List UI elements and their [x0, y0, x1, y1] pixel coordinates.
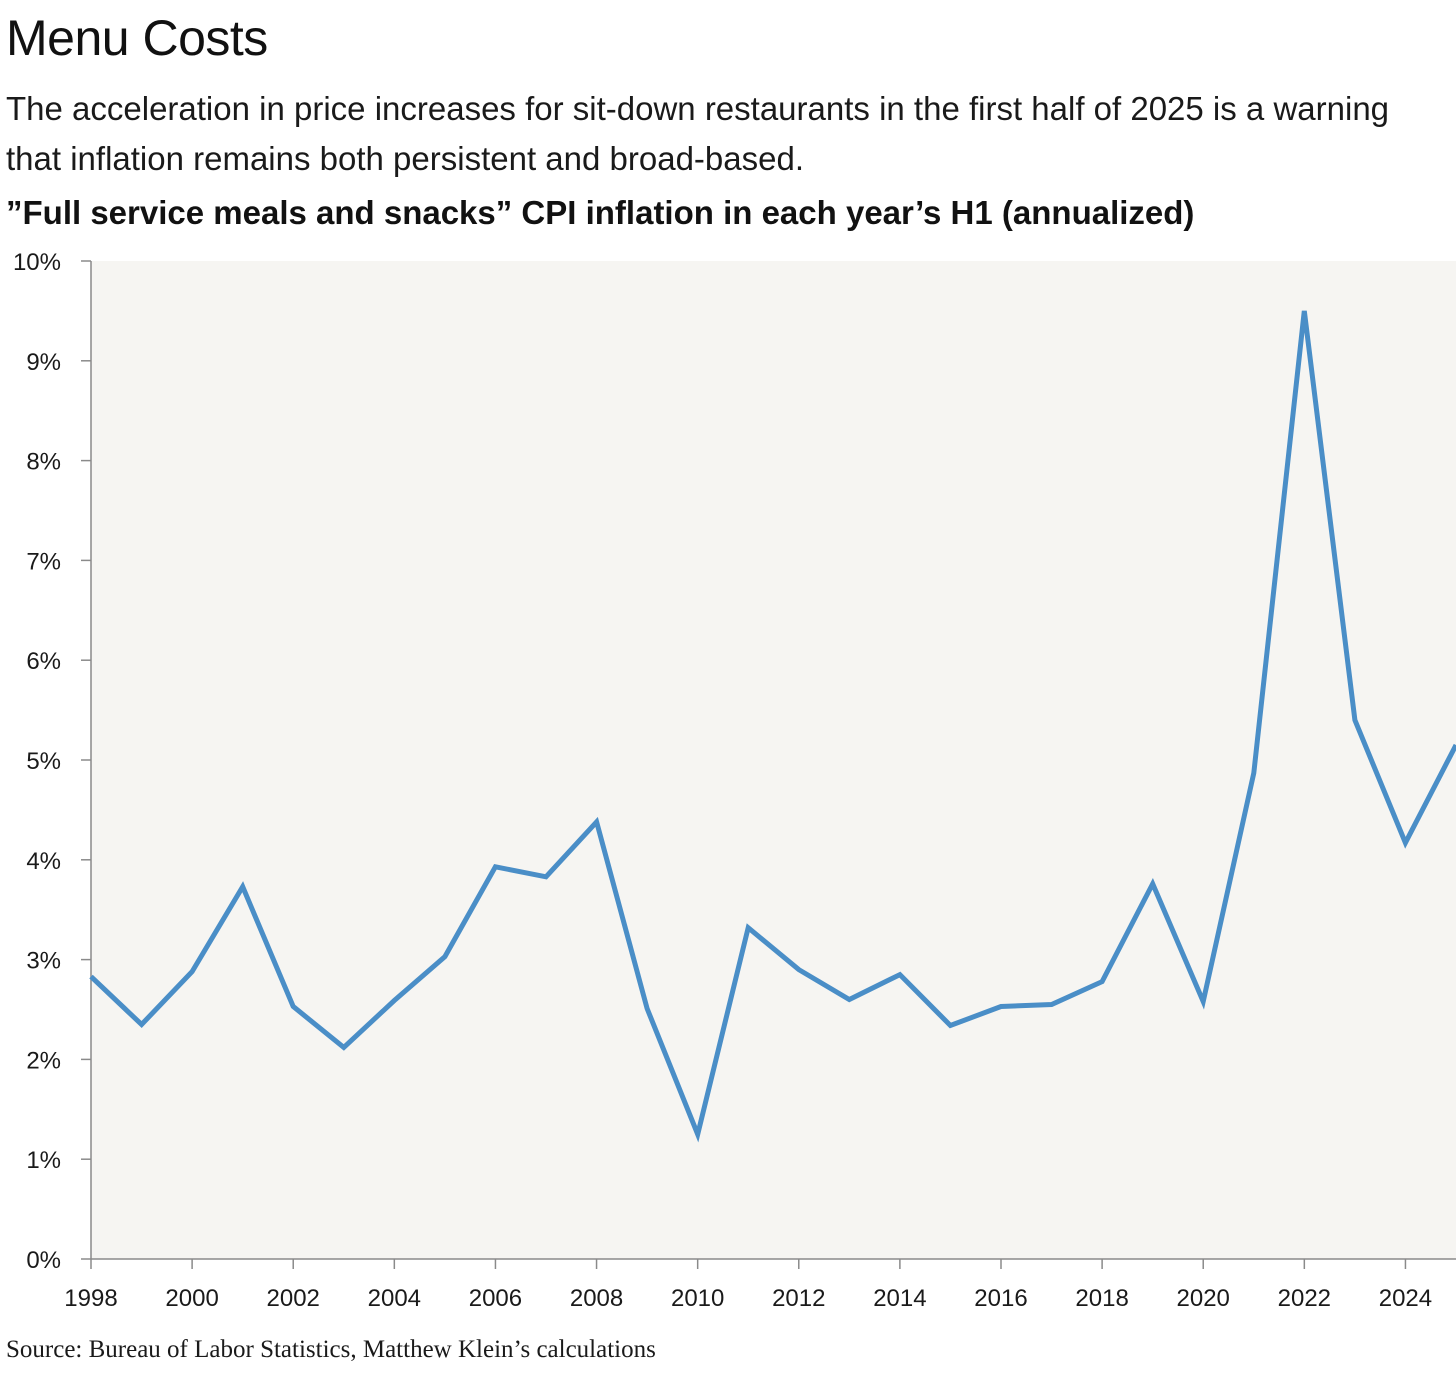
- y-axis: 0% 1% 2% 3% 4% 5% 6% 7% 8% 9% 10%: [13, 249, 92, 1274]
- x-tick-label: 2016: [974, 1285, 1027, 1312]
- x-tick-label: 1998: [64, 1285, 117, 1312]
- line-chart: 0% 1% 2% 3% 4% 5% 6% 7% 8% 9% 10% 1998 2000 2002 2004…: [13, 249, 1456, 1312]
- x-tick-label: 2006: [469, 1285, 522, 1312]
- y-tick-label: 7%: [26, 548, 61, 575]
- y-tick-label: 10%: [13, 249, 61, 276]
- y-tick-label: 9%: [26, 349, 61, 376]
- x-tick-label: 2002: [267, 1285, 320, 1312]
- x-tick-label: 2022: [1278, 1285, 1331, 1312]
- y-tick-label: 2%: [26, 1047, 61, 1074]
- y-tick-label: 6%: [26, 648, 61, 675]
- series-line: [89, 310, 1456, 1143]
- x-tick-label: 2018: [1075, 1285, 1128, 1312]
- source-note: Source: Bureau of Labor Statistics, Matt…: [6, 1336, 656, 1363]
- y-tick-label: 3%: [26, 948, 61, 975]
- x-tick-label: 2020: [1177, 1285, 1230, 1312]
- y-tick-label: 0%: [26, 1247, 61, 1274]
- y-tick-label: 8%: [26, 449, 61, 476]
- x-tick-label: 2010: [671, 1285, 724, 1312]
- x-tick-label: 2014: [873, 1285, 926, 1312]
- x-axis: 1998 2000 2002 2004 2006 2008 2010 2012 2014 2016…: [64, 1258, 1456, 1312]
- chart-subtitle: The acceleration in price increases for …: [6, 90, 1390, 177]
- x-tick-label: 2024: [1379, 1285, 1432, 1312]
- y-tick-label: 5%: [26, 748, 61, 775]
- x-tick-label: 2012: [772, 1285, 825, 1312]
- plot-area: [91, 261, 1456, 1259]
- chart-title: Menu Costs: [6, 10, 268, 66]
- x-tick-label: 2004: [368, 1285, 421, 1312]
- chart-heading: ”Full service meals and snacks” CPI infl…: [6, 194, 1195, 231]
- y-tick-label: 1%: [26, 1147, 61, 1174]
- x-tick-label: 2000: [165, 1285, 218, 1312]
- y-tick-label: 4%: [26, 848, 61, 875]
- x-tick-label: 2008: [570, 1285, 623, 1312]
